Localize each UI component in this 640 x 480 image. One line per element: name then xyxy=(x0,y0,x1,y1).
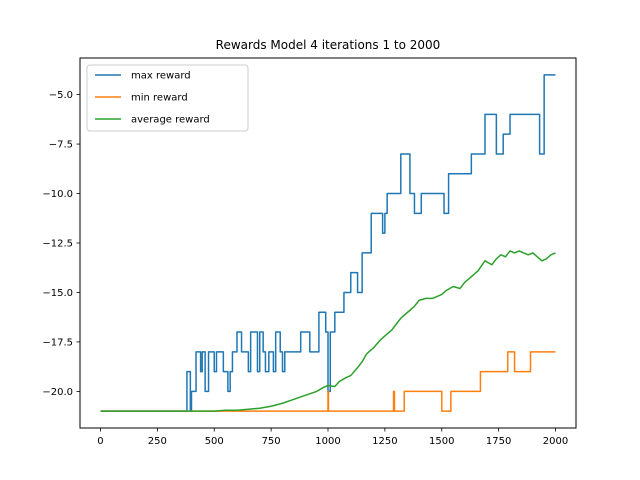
series-line-max-reward xyxy=(100,74,556,412)
y-tick-label: −7.5 xyxy=(49,140,73,151)
series-line-average-reward xyxy=(100,250,556,412)
series-line-min-reward xyxy=(100,351,556,412)
legend-box xyxy=(86,64,249,132)
y-tick-label: −20.0 xyxy=(42,387,73,398)
y-tick-label: −15.0 xyxy=(42,288,73,299)
x-tick-label: 1750 xyxy=(486,436,511,447)
legend-label: min reward xyxy=(131,93,188,104)
y-tick-label: −10.0 xyxy=(42,189,73,200)
x-tick-label: 0 xyxy=(97,436,103,447)
x-tick-label: 1250 xyxy=(372,436,397,447)
legend: max reward min reward average reward xyxy=(86,64,249,132)
x-axis: 0 250 500 750 1000 1250 1500 1750 2000 xyxy=(97,428,568,447)
x-tick-label: 500 xyxy=(205,436,224,447)
y-tick-label: −12.5 xyxy=(42,239,73,250)
y-tick-label: −5.0 xyxy=(49,90,73,101)
y-tick-label: −17.5 xyxy=(42,337,73,348)
legend-label: average reward xyxy=(131,115,210,126)
x-tick-label: 750 xyxy=(262,436,281,447)
x-tick-label: 250 xyxy=(148,436,167,447)
series-layer xyxy=(100,74,556,412)
legend-label: max reward xyxy=(131,71,191,82)
x-tick-label: 2000 xyxy=(543,436,568,447)
x-tick-label: 1000 xyxy=(315,436,340,447)
x-tick-label: 1500 xyxy=(429,436,454,447)
chart-title: Rewards Model 4 iterations 1 to 2000 xyxy=(216,38,441,52)
legend-items: max reward min reward average reward xyxy=(95,71,210,126)
y-axis: −20.0 −17.5 −15.0 −12.5 −10.0 −7.5 −5.0 xyxy=(42,90,80,398)
